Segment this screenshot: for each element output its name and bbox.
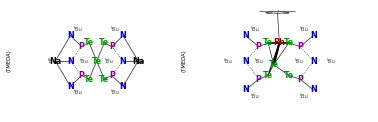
Text: ᵗBu: ᵗBu [73,90,82,95]
Text: N: N [120,31,127,40]
Text: Te: Te [99,38,109,47]
Text: ᵗBu: ᵗBu [327,59,335,63]
Text: N: N [120,56,127,66]
Text: ᵗBu: ᵗBu [299,27,308,32]
Text: ᵗBu: ᵗBu [295,59,304,63]
Text: ᵗBu: ᵗBu [251,94,259,99]
Text: ᵗBu: ᵗBu [48,59,57,63]
Text: Te: Te [263,38,273,47]
Text: ᵗBu: ᵗBu [111,27,120,32]
Text: (TMEDA): (TMEDA) [6,50,11,72]
Text: N: N [242,85,249,94]
Text: N: N [242,56,249,66]
Text: Rh: Rh [273,38,285,47]
Text: ᵗBu: ᵗBu [251,27,259,32]
Text: Te: Te [284,38,294,47]
Text: Te: Te [269,60,279,69]
Text: N: N [67,82,74,91]
Text: Te: Te [92,56,102,66]
Text: N: N [120,82,127,91]
Text: N: N [242,31,249,40]
Text: Te: Te [84,75,94,84]
Text: Te: Te [284,71,294,80]
Text: N: N [310,56,317,66]
Text: P: P [79,71,85,80]
Text: (TMEDA): (TMEDA) [182,50,187,72]
Text: P: P [297,75,303,84]
Text: ᵗBu: ᵗBu [105,59,114,63]
Text: N: N [310,85,317,94]
Text: P: P [109,71,115,80]
Text: ᵗBu: ᵗBu [255,59,264,63]
Text: Te: Te [84,38,94,47]
Text: Na: Na [132,56,144,66]
Text: ᵗBu: ᵗBu [73,27,82,32]
Text: ᵗBu: ᵗBu [111,90,120,95]
Text: N: N [310,31,317,40]
Text: ᵗBu: ᵗBu [136,59,145,63]
Text: P: P [297,42,303,51]
Text: Na: Na [49,56,62,66]
Text: N: N [67,56,74,66]
Text: ᵗBu: ᵗBu [80,59,89,63]
Text: Te: Te [263,71,273,80]
Text: P: P [256,75,262,84]
Text: N: N [67,31,74,40]
Text: P: P [79,42,85,51]
Text: Te: Te [99,75,109,84]
Text: P: P [109,42,115,51]
Text: P: P [256,42,262,51]
Text: ᵗBu: ᵗBu [223,59,232,63]
Text: ᵗBu: ᵗBu [299,94,308,99]
